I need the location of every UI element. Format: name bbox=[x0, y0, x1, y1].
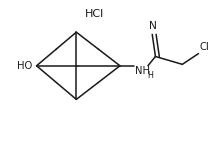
Text: Cl: Cl bbox=[200, 42, 209, 52]
Text: N: N bbox=[149, 21, 157, 31]
Text: H: H bbox=[147, 72, 153, 81]
Text: HCl: HCl bbox=[85, 9, 104, 19]
Text: HO: HO bbox=[17, 61, 33, 71]
Text: NH: NH bbox=[135, 66, 150, 77]
